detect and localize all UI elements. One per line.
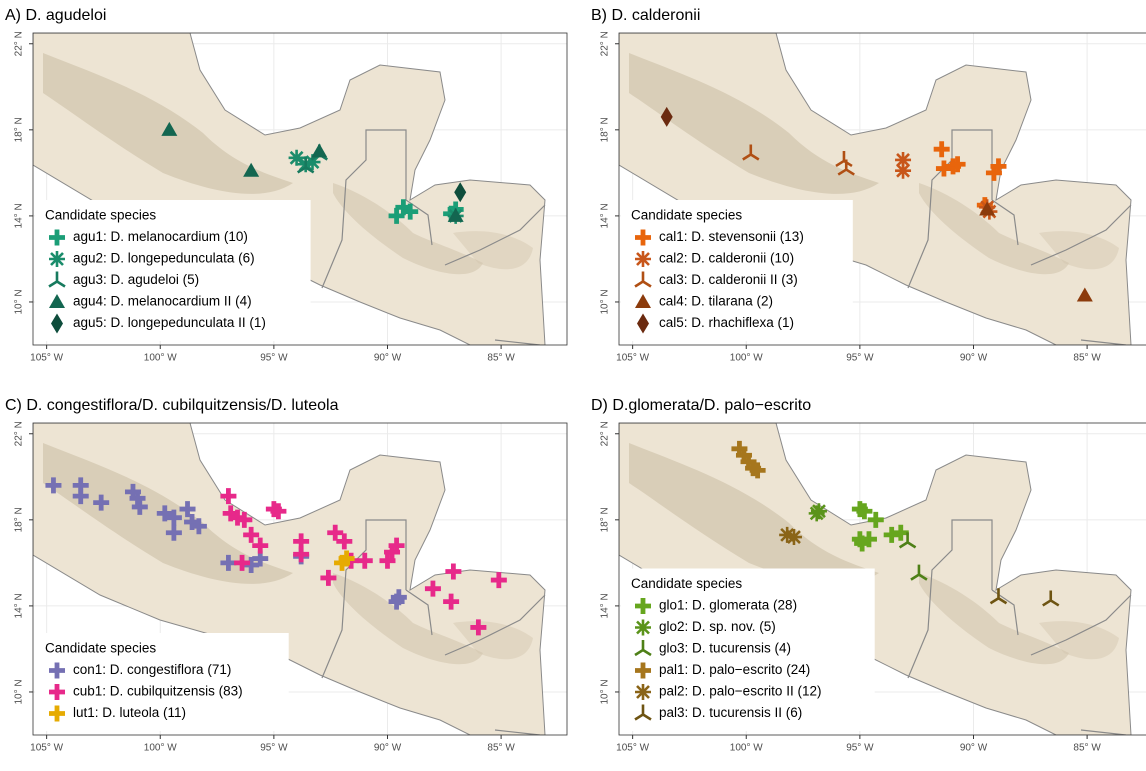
occurrence-point (811, 503, 827, 519)
legend-symbol (635, 620, 651, 636)
y-tick-label: 18° N (600, 507, 611, 532)
x-tick-label: 85° W (487, 743, 515, 754)
panel-title: C) D. congestiflora/D. cubilquitzensis/D… (5, 397, 339, 414)
legend-symbol (635, 251, 651, 267)
y-tick-label: 18° N (600, 117, 611, 142)
x-tick-label: 90° W (374, 353, 402, 364)
x-tick-label: 100° W (730, 353, 763, 364)
x-tick-label: 95° W (260, 743, 288, 754)
legend-label: lut1: D. luteola (11) (73, 705, 186, 720)
y-tick-label: 10° N (14, 289, 25, 314)
legend-label: agu5: D. longepedunculata II (1) (73, 315, 266, 330)
legend: Candidate species cal1: D. stevensonii (1… (621, 200, 853, 341)
panel-title: A) D. agudeloi (5, 7, 106, 24)
x-tick-label: 105° W (616, 353, 649, 364)
x-tick-label: 85° W (1073, 353, 1101, 364)
y-tick-label: 14° N (600, 593, 611, 618)
legend-label: cal2: D. calderonii (10) (659, 251, 794, 266)
x-tick-label: 90° W (374, 743, 402, 754)
y-tick-label: 14° N (14, 203, 25, 228)
legend: Candidate species glo1: D. glomerata (28)… (621, 569, 875, 732)
y-tick-label: 18° N (14, 117, 25, 142)
y-tick-label: 22° N (600, 421, 611, 446)
panel-title: D) D.glomerata/D. palo−escrito (591, 397, 811, 414)
legend-label: glo2: D. sp. nov. (5) (659, 619, 776, 634)
occurrence-point (895, 163, 911, 179)
legend-label: glo1: D. glomerata (28) (659, 598, 797, 613)
legend-label: glo3: D. tucurensis (4) (659, 641, 791, 656)
legend-label: cal4: D. tilarana (2) (659, 294, 773, 309)
legend-label: pal2: D. palo−escrito II (12) (659, 684, 821, 699)
y-tick-label: 14° N (14, 593, 25, 618)
legend-title: Candidate species (631, 208, 742, 223)
figure: A) D. agudeloi 105° W 100° W 95° W 90° W 85° … (0, 0, 1146, 771)
y-tick-label: 10° N (600, 679, 611, 704)
legend-label: cub1: D. cubilquitzensis (83) (73, 684, 243, 699)
x-tick-label: 85° W (487, 353, 515, 364)
legend-symbol (49, 251, 65, 267)
legend-label: cal1: D. stevensonii (13) (659, 229, 804, 244)
legend-label: agu2: D. longepedunculata (6) (73, 251, 255, 266)
legend-label: pal1: D. palo−escrito (24) (659, 662, 810, 677)
x-tick-label: 95° W (846, 743, 874, 754)
legend-title: Candidate species (45, 208, 156, 223)
x-tick-label: 95° W (846, 353, 874, 364)
x-tick-label: 100° W (144, 743, 177, 754)
x-tick-label: 105° W (616, 743, 649, 754)
occurrence-point (786, 529, 802, 545)
legend-label: agu4: D. melanocardium II (4) (73, 294, 252, 309)
y-tick-label: 22° N (14, 421, 25, 446)
legend-label: cal5: D. rhachiflexa (1) (659, 315, 794, 330)
y-tick-label: 18° N (14, 507, 25, 532)
y-tick-label: 22° N (14, 31, 25, 56)
y-tick-label: 14° N (600, 203, 611, 228)
legend-title: Candidate species (45, 641, 156, 656)
legend-label: agu1: D. melanocardium (10) (73, 229, 248, 244)
x-tick-label: 105° W (30, 743, 63, 754)
x-tick-label: 100° W (730, 743, 763, 754)
legend: Candidate species con1: D. congestiflora … (35, 633, 289, 731)
legend-label: cal3: D. calderonii II (3) (659, 272, 798, 287)
y-tick-label: 10° N (14, 679, 25, 704)
x-tick-label: 90° W (960, 743, 988, 754)
x-tick-label: 85° W (1073, 743, 1101, 754)
legend-label: agu3: D. agudeloi (5) (73, 272, 199, 287)
y-tick-label: 22° N (600, 31, 611, 56)
x-tick-label: 90° W (960, 353, 988, 364)
x-tick-label: 95° W (260, 353, 288, 364)
legend-symbol (635, 684, 651, 700)
x-tick-label: 100° W (144, 353, 177, 364)
panel-title: B) D. calderonii (591, 7, 700, 24)
legend: Candidate species agu1: D. melanocardium … (35, 200, 311, 341)
legend-label: con1: D. congestiflora (71) (73, 662, 231, 677)
legend-label: pal3: D. tucurensis II (6) (659, 705, 802, 720)
x-tick-label: 105° W (30, 353, 63, 364)
legend-title: Candidate species (631, 576, 742, 591)
y-tick-label: 10° N (600, 289, 611, 314)
page: {"panels": [ {"title": "A) D. agudeloi",… (0, 0, 1146, 771)
